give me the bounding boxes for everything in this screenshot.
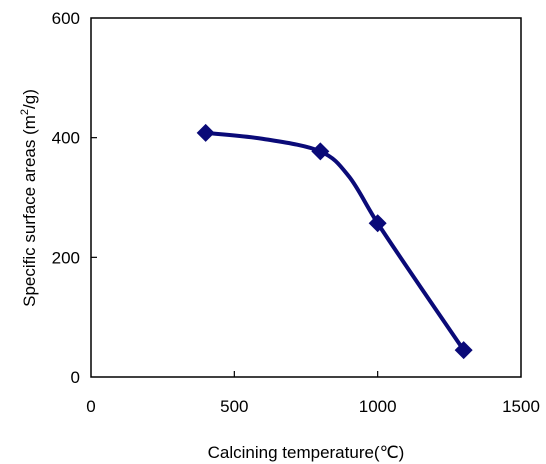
y-axis-title-end: /g) (20, 89, 39, 109)
data-point (311, 142, 330, 161)
x-axis-title: Calcining temperature(℃) (208, 443, 405, 462)
y-axis-title: Specific surface areas (m2/g) (19, 89, 39, 307)
data-point (196, 123, 215, 142)
x-tick-label: 500 (220, 397, 248, 416)
x-tick-label: 0 (86, 397, 95, 416)
series-line (203, 130, 466, 353)
x-tick-label: 1500 (502, 397, 540, 416)
plot-frame (90, 17, 522, 378)
data-point (368, 214, 387, 233)
y-axis-title-superscript: 2 (19, 109, 31, 115)
y-tick-label: 0 (71, 368, 80, 387)
data-markers (196, 123, 473, 360)
y-tick-label: 200 (52, 248, 80, 267)
y-axis-title-main: Specific surface areas (m (20, 115, 39, 307)
data-point (454, 341, 473, 360)
x-axis-ticks: 0 500 1000 1500 (86, 371, 540, 416)
y-tick-label: 400 (52, 129, 80, 148)
x-tick-label: 1000 (359, 397, 397, 416)
y-tick-label: 600 (52, 9, 80, 28)
y-axis-ticks: 0 200 400 600 (52, 9, 97, 387)
